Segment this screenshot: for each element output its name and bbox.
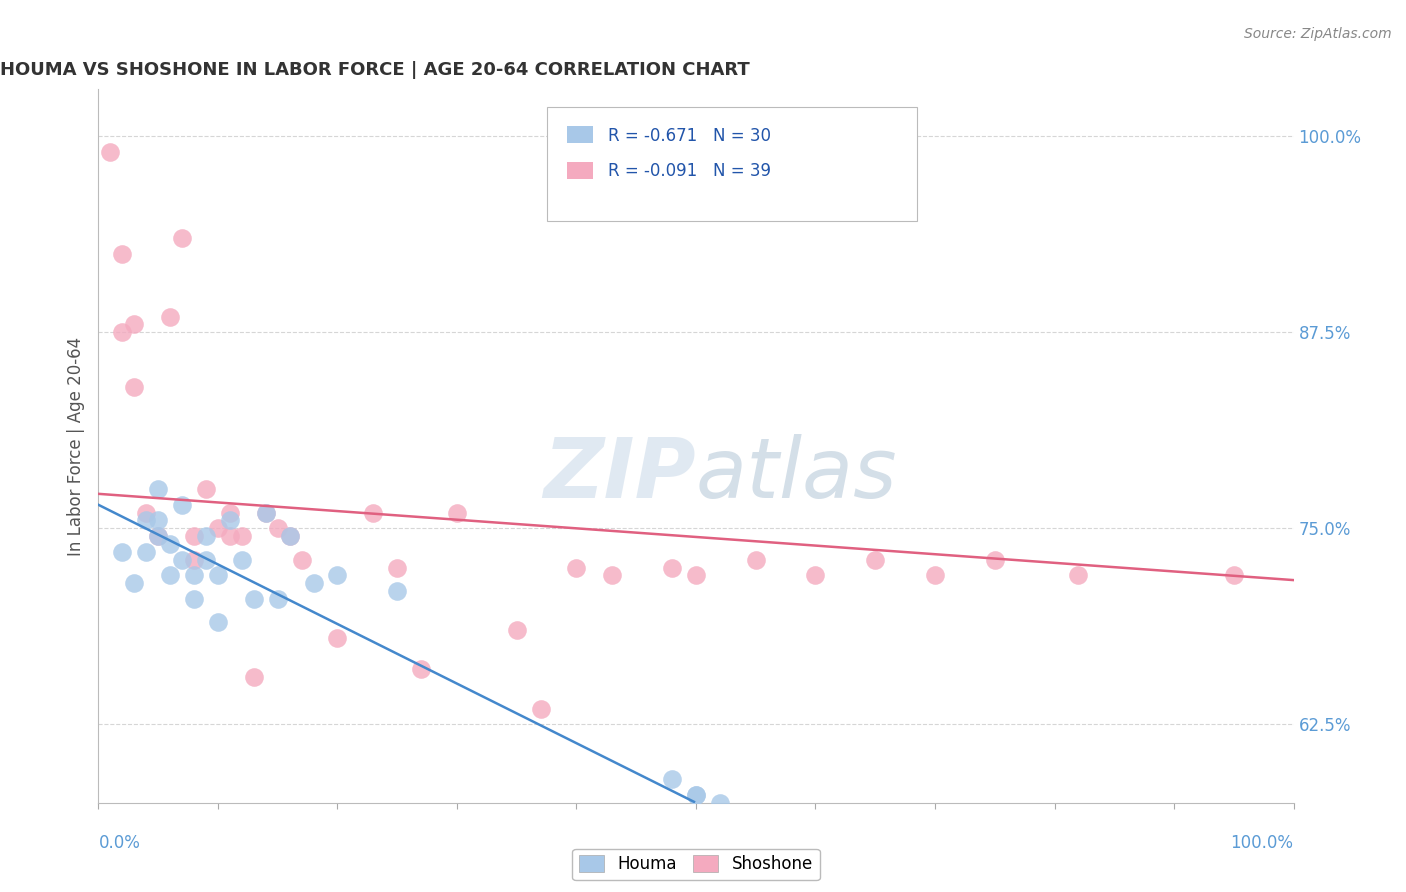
Point — [1222, 568, 1246, 582]
Point — [148, 529, 170, 543]
Text: R = -0.091   N = 39: R = -0.091 N = 39 — [607, 162, 770, 180]
Point — [183, 568, 205, 582]
Point — [219, 506, 242, 520]
Point — [111, 247, 134, 261]
FancyBboxPatch shape — [547, 107, 917, 221]
Text: atlas: atlas — [696, 434, 897, 515]
Point — [194, 552, 217, 566]
Point — [183, 529, 205, 543]
Point — [446, 506, 468, 520]
Point — [529, 702, 551, 716]
Point — [924, 568, 946, 582]
Point — [661, 560, 683, 574]
Point — [111, 545, 134, 559]
Bar — [567, 161, 593, 179]
Point — [863, 552, 886, 566]
Point — [254, 506, 277, 520]
Point — [148, 529, 170, 543]
Point — [565, 560, 588, 574]
Y-axis label: In Labor Force | Age 20-64: In Labor Force | Age 20-64 — [66, 336, 84, 556]
Point — [172, 498, 194, 512]
Point — [159, 537, 181, 551]
Point — [148, 514, 170, 528]
Point — [243, 670, 266, 684]
Point — [98, 145, 122, 159]
Point — [124, 318, 146, 332]
Text: R = -0.671   N = 30: R = -0.671 N = 30 — [607, 127, 770, 145]
Point — [385, 560, 409, 574]
Point — [685, 568, 707, 582]
Point — [219, 529, 242, 543]
Point — [172, 231, 194, 245]
Point — [231, 529, 253, 543]
Text: Source: ZipAtlas.com: Source: ZipAtlas.com — [1244, 27, 1392, 41]
Point — [600, 568, 623, 582]
Point — [148, 482, 170, 496]
Point — [124, 380, 146, 394]
Legend: Houma, Shoshone: Houma, Shoshone — [572, 848, 820, 880]
Text: ZIP: ZIP — [543, 434, 696, 515]
Point — [290, 552, 312, 566]
Point — [1067, 568, 1090, 582]
Point — [135, 514, 157, 528]
Point — [709, 796, 731, 810]
Point — [326, 631, 349, 645]
Point — [207, 568, 229, 582]
Point — [385, 584, 409, 599]
Point — [172, 552, 194, 566]
Point — [207, 615, 229, 630]
Point — [745, 552, 768, 566]
Point — [267, 521, 290, 535]
Point — [363, 506, 385, 520]
Point — [254, 506, 277, 520]
Point — [267, 591, 290, 606]
Point — [411, 663, 433, 677]
Point — [207, 521, 229, 535]
Point — [135, 506, 157, 520]
Point — [302, 576, 325, 591]
Point — [278, 529, 301, 543]
Point — [194, 529, 217, 543]
Point — [219, 514, 242, 528]
Point — [159, 568, 181, 582]
Point — [183, 591, 205, 606]
Text: HOUMA VS SHOSHONE IN LABOR FORCE | AGE 20-64 CORRELATION CHART: HOUMA VS SHOSHONE IN LABOR FORCE | AGE 2… — [0, 62, 749, 79]
Point — [159, 310, 181, 324]
Point — [183, 552, 205, 566]
Text: 100.0%: 100.0% — [1230, 834, 1294, 852]
Point — [231, 552, 253, 566]
Text: 0.0%: 0.0% — [98, 834, 141, 852]
Point — [685, 788, 707, 802]
Point — [661, 772, 683, 787]
Bar — [567, 126, 593, 144]
Point — [506, 624, 529, 638]
Point — [278, 529, 301, 543]
Point — [194, 482, 217, 496]
Point — [135, 545, 157, 559]
Point — [804, 568, 827, 582]
Point — [983, 552, 1005, 566]
Point — [685, 788, 707, 802]
Point — [124, 576, 146, 591]
Point — [111, 326, 134, 340]
Point — [243, 591, 266, 606]
Point — [326, 568, 349, 582]
